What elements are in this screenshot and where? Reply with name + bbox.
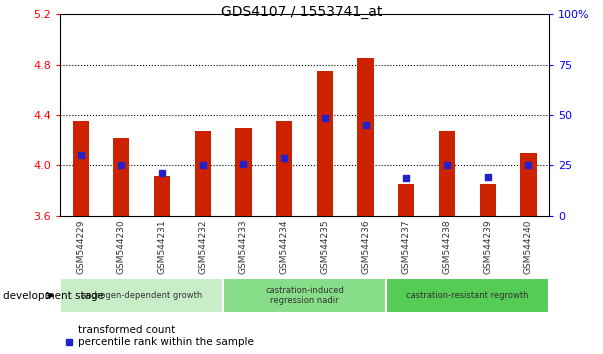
Text: transformed count: transformed count [78,325,175,335]
Bar [235,128,251,216]
Text: GSM544230: GSM544230 [117,219,126,274]
Bar [154,176,170,216]
Text: castration-induced
regression nadir: castration-induced regression nadir [265,286,344,305]
Text: GSM544235: GSM544235 [320,219,329,274]
Text: GSM544229: GSM544229 [76,219,85,274]
Bar [113,138,130,216]
Bar [195,131,211,216]
Bar [358,58,374,216]
Text: development stage: development stage [3,291,104,301]
Bar [223,278,386,313]
Text: GDS4107 / 1553741_at: GDS4107 / 1553741_at [221,5,382,19]
Text: GSM544237: GSM544237 [402,219,411,274]
Bar [60,278,223,313]
Bar [398,184,414,216]
Bar [520,153,537,216]
Text: percentile rank within the sample: percentile rank within the sample [78,337,254,347]
Text: GSM544239: GSM544239 [483,219,492,274]
Text: GSM544231: GSM544231 [157,219,166,274]
Bar [72,121,89,216]
Text: GSM544234: GSM544234 [280,219,289,274]
Text: GSM544233: GSM544233 [239,219,248,274]
Bar [317,71,333,216]
Text: castration-resistant regrowth: castration-resistant regrowth [406,291,529,300]
Text: GSM544240: GSM544240 [524,219,533,274]
Text: GSM544238: GSM544238 [443,219,452,274]
Bar [439,131,455,216]
Text: androgen-dependent growth: androgen-dependent growth [81,291,203,300]
Text: GSM544232: GSM544232 [198,219,207,274]
Bar [276,121,292,216]
Bar [479,184,496,216]
Text: GSM544236: GSM544236 [361,219,370,274]
Bar [386,278,549,313]
